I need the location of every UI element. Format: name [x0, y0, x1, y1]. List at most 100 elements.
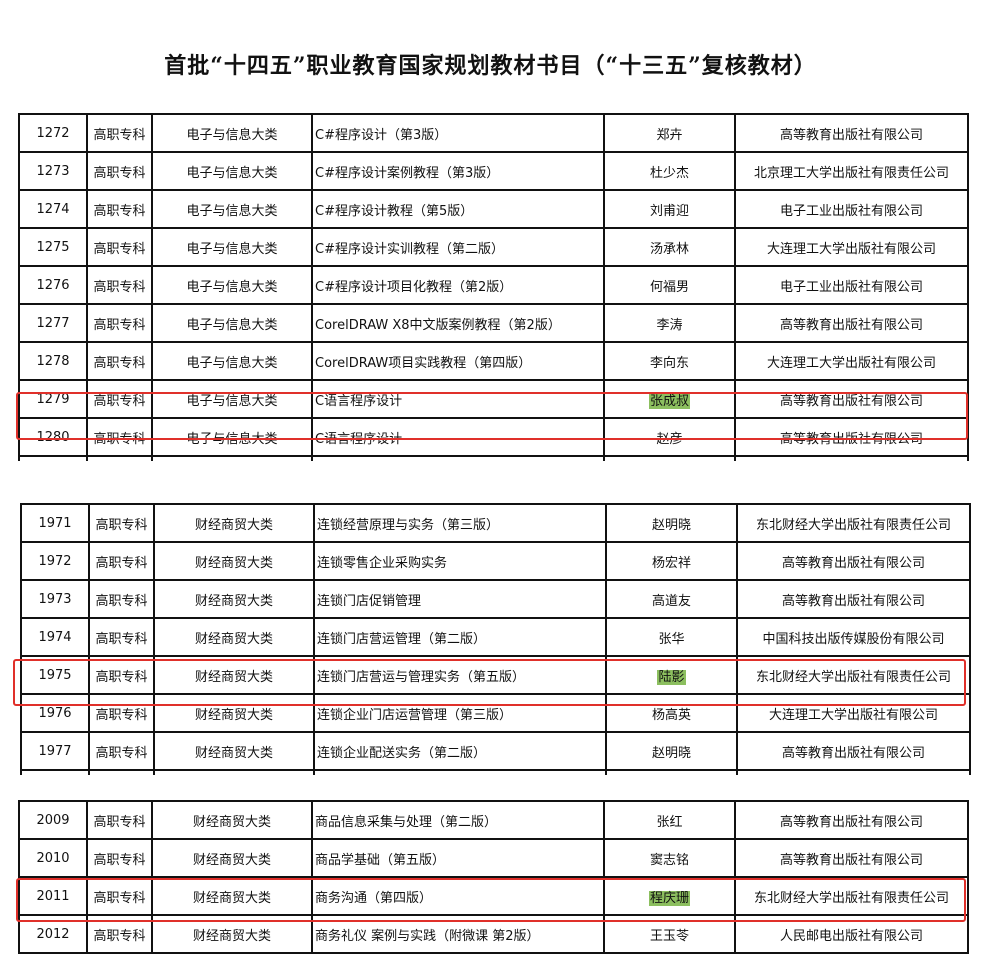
cell-book: 商务礼仪 案例与实践（附微课 第2版）: [311, 914, 605, 954]
cell-cut: [153, 769, 315, 775]
id-text: 2011: [36, 888, 70, 904]
cell-level: 高职专科: [86, 227, 153, 267]
cell-id: 1976: [20, 693, 90, 733]
id-text: 1272: [36, 125, 70, 141]
cell-publisher: 大连理工大学出版社有限公司: [736, 693, 971, 733]
level-text: 高职专科: [93, 852, 146, 868]
category-text: 电子与信息大类: [186, 279, 278, 295]
cell-category: 财经商贸大类: [153, 503, 315, 543]
id-text: 2012: [36, 926, 70, 942]
publisher-text: 电子工业出版社有限公司: [779, 279, 923, 295]
cell-id: 1275: [18, 227, 88, 267]
cell-id: 1972: [20, 541, 90, 581]
cell-id: 1975: [20, 655, 90, 695]
publisher-text: 高等教育出版社有限公司: [779, 852, 923, 868]
cell-book: CorelDRAW X8中文版案例教程（第2版）: [311, 303, 605, 343]
cell-author: 赵明晓: [605, 731, 738, 771]
cell-id: 1274: [18, 189, 88, 229]
cell-book: 商品学基础（第五版）: [311, 838, 605, 878]
cell-publisher: 大连理工大学出版社有限公司: [734, 341, 969, 381]
catalog-table-finance-commerce: 2009 高职专科 财经商贸大类 商品信息采集与处理（第二版） 张红 高等教育出版社有限公…: [18, 800, 969, 954]
author-text: 赵彦: [656, 431, 683, 447]
cell-id: 1272: [18, 113, 88, 153]
book-text: 连锁门店促销管理: [317, 593, 422, 609]
cell-category: 财经商贸大类: [151, 800, 313, 840]
id-text: 2010: [36, 850, 70, 866]
book-text: CorelDRAW项目实践教程（第四版）: [315, 355, 532, 371]
cell-book: C#程序设计教程（第5版）: [311, 189, 605, 229]
publisher-text: 高等教育出版社有限公司: [779, 127, 923, 143]
table-row: 1274 高职专科 电子与信息大类 C#程序设计教程（第5版） 刘甫迎 电子工业出版社有限…: [18, 189, 969, 229]
cell-publisher: 高等教育出版社有限公司: [736, 579, 971, 619]
table-row: 1973 高职专科 财经商贸大类 连锁门店促销管理 高道友 高等教育出版社有限公司: [20, 579, 971, 619]
id-text: 1276: [36, 277, 70, 293]
cell-level: 高职专科: [86, 189, 153, 229]
id-text: 1275: [36, 239, 70, 255]
cell-category: 财经商贸大类: [151, 876, 313, 916]
cell-category: 电子与信息大类: [151, 189, 313, 229]
cell-category: 电子与信息大类: [151, 341, 313, 381]
cell-category: 财经商贸大类: [153, 541, 315, 581]
table-row: 1276 高职专科 电子与信息大类 C#程序设计项目化教程（第2版） 何福男 电子工业出版…: [18, 265, 969, 305]
book-text: C语言程序设计: [315, 431, 403, 447]
cell-cut: [313, 769, 607, 775]
cell-level: 高职专科: [88, 617, 155, 657]
table-row: 1277 高职专科 电子与信息大类 CorelDRAW X8中文版案例教程（第2版） 李…: [18, 303, 969, 343]
level-text: 高职专科: [93, 355, 146, 371]
cell-author: 窦志铭: [603, 838, 736, 878]
cell-publisher: 中国科技出版传媒股份有限公司: [736, 617, 971, 657]
cell-book: 连锁门店营运管理（第二版）: [313, 617, 607, 657]
category-text: 电子与信息大类: [186, 241, 278, 257]
author-text: 杨高英: [651, 707, 691, 723]
cell-id: 1977: [20, 731, 90, 771]
id-text: 1972: [38, 553, 72, 569]
cell-level: 高职专科: [86, 379, 153, 419]
cell-book: C语言程序设计: [311, 379, 605, 419]
cell-publisher: 高等教育出版社有限公司: [734, 379, 969, 419]
category-text: 财经商贸大类: [194, 517, 273, 533]
category-text: 电子与信息大类: [186, 317, 278, 333]
cell-publisher: 电子工业出版社有限公司: [734, 189, 969, 229]
book-text: C#程序设计项目化教程（第2版）: [315, 279, 513, 295]
cell-category: 财经商贸大类: [151, 838, 313, 878]
author-text: 陆影: [657, 669, 686, 685]
cell-id: 2010: [18, 838, 88, 878]
cell-author: 张华: [605, 617, 738, 657]
level-text: 高职专科: [95, 669, 148, 685]
cell-book: 商品信息采集与处理（第二版）: [311, 800, 605, 840]
id-text: 1278: [36, 353, 70, 369]
cell-level: 高职专科: [86, 303, 153, 343]
author-text: 汤承林: [649, 241, 689, 257]
cell-cut: [736, 769, 971, 775]
cell-cut: [18, 455, 88, 461]
table-row: 1280 高职专科 电子与信息大类 C语言程序设计 赵彦 高等教育出版社有限公司: [18, 417, 969, 457]
book-text: 商品信息采集与处理（第二版）: [315, 814, 498, 830]
id-text: 1280: [36, 429, 70, 445]
category-text: 财经商贸大类: [194, 745, 273, 761]
cell-level: 高职专科: [88, 541, 155, 581]
cell-book: 连锁企业门店运营管理（第三版）: [313, 693, 607, 733]
cell-publisher: 北京理工大学出版社有限责任公司: [734, 151, 969, 191]
id-text: 1974: [38, 629, 72, 645]
table-row-cut: [18, 455, 969, 461]
cell-id: 2011: [18, 876, 88, 916]
author-text: 窦志铭: [649, 852, 689, 868]
publisher-text: 东北财经大学出版社有限责任公司: [753, 890, 949, 906]
cell-level: 高职专科: [88, 693, 155, 733]
book-text: 连锁企业门店运营管理（第三版）: [317, 707, 513, 723]
table-row: 2012 高职专科 财经商贸大类 商务礼仪 案例与实践（附微课 第2版） 王玉苓 人民邮电…: [18, 914, 969, 954]
cell-id: 1279: [18, 379, 88, 419]
publisher-text: 东北财经大学出版社有限责任公司: [755, 669, 951, 685]
category-text: 电子与信息大类: [186, 165, 278, 181]
author-text: 张成叔: [648, 393, 690, 409]
cell-category: 电子与信息大类: [151, 303, 313, 343]
table-row: 1273 高职专科 电子与信息大类 C#程序设计案例教程（第3版） 杜少杰 北京理工大学出…: [18, 151, 969, 191]
cell-author: 何福男: [603, 265, 736, 305]
cell-level: 高职专科: [86, 800, 153, 840]
cell-category: 财经商贸大类: [153, 617, 315, 657]
cell-id: 1280: [18, 417, 88, 457]
cell-id: 1276: [18, 265, 88, 305]
level-text: 高职专科: [93, 241, 146, 257]
cell-publisher: 东北财经大学出版社有限责任公司: [736, 503, 971, 543]
level-text: 高职专科: [93, 279, 146, 295]
